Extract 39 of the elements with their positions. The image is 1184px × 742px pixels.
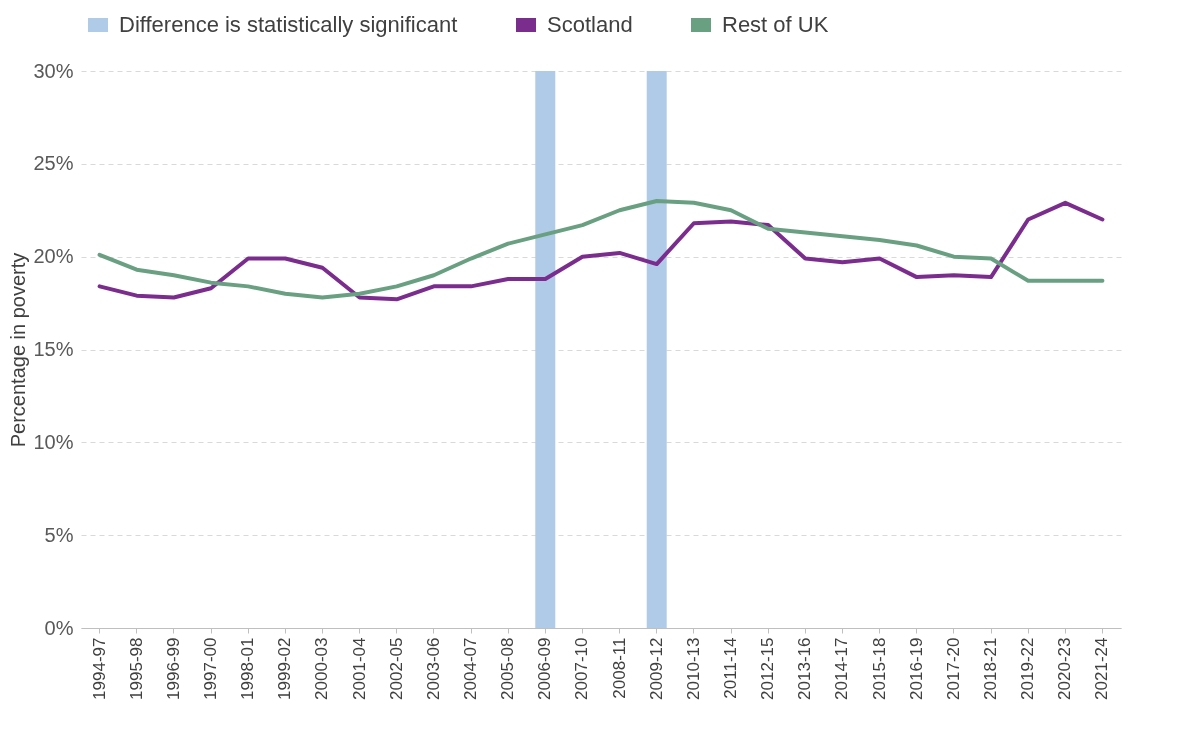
x-tick-label: 2000-03 [312,637,332,700]
x-tick-label: 2002-05 [386,637,406,700]
x-tick-label: 1999-02 [275,637,295,700]
legend-label: Scotland [547,12,633,37]
x-tick-label: 2020-23 [1055,637,1075,700]
x-tick-label: 2017-20 [943,637,963,700]
x-tick-label: 2018-21 [981,637,1000,700]
y-tick-label: 5% [44,523,74,546]
x-tick-label: 2005-08 [498,637,518,700]
x-tick-label: 2007-10 [572,637,592,700]
x-tick-label: 2013-16 [795,637,815,700]
x-tick-label: 2021-24 [1092,637,1112,700]
x-tick-label: 1995-98 [126,637,146,700]
x-tick-label: 1998-01 [238,637,258,700]
x-tick-label: 2015-18 [869,637,889,700]
x-tick-label: 2019-22 [1018,637,1038,700]
legend-label: Difference is statistically significant [119,12,458,37]
x-tick-label: 2010-13 [683,637,703,700]
y-tick-label: 0% [44,616,74,639]
x-tick-label: 2006-09 [535,637,555,700]
x-tick-label: 2003-06 [423,637,443,700]
x-tick-label: 2014-17 [832,637,852,700]
x-tick-label: 2012-15 [758,637,778,700]
x-tick-label: 2009-12 [646,637,666,700]
y-tick-label: 30% [33,59,74,82]
y-tick-label: 25% [33,152,74,175]
x-tick-label: 1996-99 [163,637,183,700]
y-axis-title: Percentage in poverty [7,252,30,448]
x-tick-label: 2004-07 [461,637,480,700]
x-tick-label: 2001-04 [349,637,369,700]
y-tick-label: 10% [33,430,74,453]
x-tick-label: 1994-97 [89,637,109,700]
y-tick-label: 20% [33,245,74,268]
x-tick-label: 1997-00 [201,637,220,700]
x-tick-label: 2016-19 [906,637,926,700]
y-tick-label: 15% [33,338,74,360]
x-tick-label: 2011-14 [721,637,740,699]
x-tick-label: 2008-11 [609,637,629,699]
legend-label: Rest of UK [722,12,829,37]
